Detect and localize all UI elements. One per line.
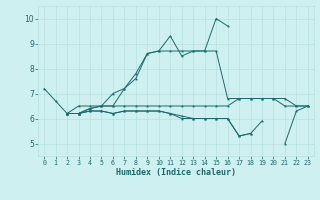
- X-axis label: Humidex (Indice chaleur): Humidex (Indice chaleur): [116, 168, 236, 177]
